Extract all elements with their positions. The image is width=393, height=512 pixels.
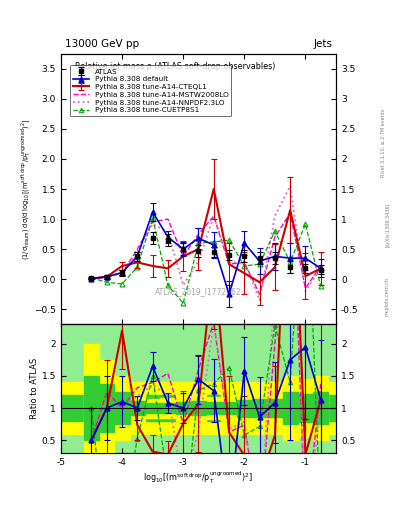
Pythia 8.308 tune-CUETP8S1 (150, 215, 155, 221)
Pythia 8.308 tune-CUETP8S1 (211, 239, 216, 245)
Pythia 8.308 tune-CUETP8S1 (242, 263, 247, 269)
Text: 13000 GeV pp: 13000 GeV pp (65, 38, 139, 49)
Pythia 8.308 tune-A14-MSTW2008LO (196, 231, 201, 237)
Pythia 8.308 tune-A14-NNPDF2.3LO (288, 183, 292, 189)
Pythia 8.308 tune-CUETP8S1 (105, 279, 109, 285)
Pythia 8.308 tune-A14-MSTW2008LO (288, 210, 292, 216)
Text: Rivet 3.1.10, ≥ 2.7M events: Rivet 3.1.10, ≥ 2.7M events (381, 109, 386, 178)
Pythia 8.308 tune-A14-NNPDF2.3LO (165, 229, 170, 236)
Text: [arXiv:1306.3436]: [arXiv:1306.3436] (385, 203, 389, 247)
Pythia 8.308 tune-A14-NNPDF2.3LO (318, 265, 323, 271)
Pythia 8.308 tune-A14-MSTW2008LO (303, 285, 308, 291)
Pythia 8.308 tune-A14-MSTW2008LO (242, 259, 247, 265)
Pythia 8.308 tune-A14-MSTW2008LO (105, 273, 109, 279)
Text: mcplots.cern.ch: mcplots.cern.ch (385, 278, 389, 316)
X-axis label: log$_{10}$[(m$^{\mathrm{soft\,drop}}$/p$_\mathrm{T}^{\mathrm{ungroomed}}$)$^2$]: log$_{10}$[(m$^{\mathrm{soft\,drop}}$/p$… (143, 470, 253, 486)
Pythia 8.308 tune-A14-MSTW2008LO (135, 246, 140, 252)
Pythia 8.308 tune-A14-MSTW2008LO (89, 275, 94, 282)
Text: Relative jet mass ρ (ATLAS soft-drop observables): Relative jet mass ρ (ATLAS soft-drop obs… (75, 62, 275, 71)
Pythia 8.308 tune-A14-NNPDF2.3LO (242, 258, 247, 264)
Line: Pythia 8.308 tune-CUETP8S1: Pythia 8.308 tune-CUETP8S1 (89, 216, 323, 306)
Pythia 8.308 tune-A14-MSTW2008LO (227, 261, 231, 267)
Pythia 8.308 tune-A14-NNPDF2.3LO (303, 288, 308, 294)
Pythia 8.308 tune-A14-NNPDF2.3LO (272, 213, 277, 219)
Pythia 8.308 tune-A14-MSTW2008LO (165, 216, 170, 222)
Line: Pythia 8.308 tune-A14-MSTW2008LO: Pythia 8.308 tune-A14-MSTW2008LO (92, 213, 321, 294)
Pythia 8.308 tune-A14-NNPDF2.3LO (181, 282, 185, 288)
Pythia 8.308 tune-CUETP8S1 (227, 237, 231, 243)
Text: Jets: Jets (313, 38, 332, 49)
Legend: ATLAS, Pythia 8.308 default, Pythia 8.308 tune-A14-CTEQL1, Pythia 8.308 tune-A14: ATLAS, Pythia 8.308 default, Pythia 8.30… (70, 66, 231, 116)
Pythia 8.308 tune-CUETP8S1 (303, 221, 308, 227)
Y-axis label: Ratio to ATLAS: Ratio to ATLAS (30, 358, 39, 419)
Pythia 8.308 tune-A14-MSTW2008LO (181, 253, 185, 260)
Text: ATLAS_2019_I1772062: ATLAS_2019_I1772062 (155, 287, 242, 296)
Pythia 8.308 tune-A14-MSTW2008LO (257, 291, 262, 297)
Pythia 8.308 tune-CUETP8S1 (272, 228, 277, 234)
Pythia 8.308 tune-CUETP8S1 (318, 283, 323, 289)
Pythia 8.308 tune-CUETP8S1 (89, 275, 94, 281)
Pythia 8.308 tune-CUETP8S1 (288, 259, 292, 265)
Y-axis label: (1/σ$_\mathrm{resum}$) dσ/d log$_{10}$[(m$^{\mathrm{soft\,drop}}$/p$_\mathrm{T}^: (1/σ$_\mathrm{resum}$) dσ/d log$_{10}$[(… (19, 118, 33, 260)
Bar (61, 395, 336, 421)
Pythia 8.308 tune-A14-NNPDF2.3LO (120, 270, 125, 276)
Pythia 8.308 tune-CUETP8S1 (196, 240, 201, 246)
Bar (61, 382, 336, 434)
Pythia 8.308 tune-A14-MSTW2008LO (272, 234, 277, 240)
Pythia 8.308 tune-A14-MSTW2008LO (318, 263, 323, 269)
Pythia 8.308 tune-CUETP8S1 (165, 282, 170, 288)
Pythia 8.308 tune-CUETP8S1 (181, 300, 185, 306)
Pythia 8.308 tune-A14-NNPDF2.3LO (135, 249, 140, 255)
Pythia 8.308 tune-CUETP8S1 (120, 281, 125, 287)
Pythia 8.308 tune-A14-NNPDF2.3LO (211, 213, 216, 219)
Pythia 8.308 tune-A14-NNPDF2.3LO (105, 274, 109, 280)
Pythia 8.308 tune-A14-MSTW2008LO (120, 270, 125, 276)
Pythia 8.308 tune-A14-NNPDF2.3LO (196, 258, 201, 264)
Pythia 8.308 tune-CUETP8S1 (135, 264, 140, 270)
Line: Pythia 8.308 tune-A14-NNPDF2.3LO: Pythia 8.308 tune-A14-NNPDF2.3LO (92, 186, 321, 300)
Pythia 8.308 tune-A14-MSTW2008LO (150, 219, 155, 225)
Pythia 8.308 tune-A14-NNPDF2.3LO (257, 297, 262, 303)
Pythia 8.308 tune-A14-MSTW2008LO (211, 213, 216, 219)
Pythia 8.308 tune-A14-NNPDF2.3LO (150, 221, 155, 227)
Pythia 8.308 tune-A14-NNPDF2.3LO (89, 275, 94, 282)
Pythia 8.308 tune-A14-NNPDF2.3LO (227, 260, 231, 266)
Pythia 8.308 tune-CUETP8S1 (257, 261, 262, 267)
